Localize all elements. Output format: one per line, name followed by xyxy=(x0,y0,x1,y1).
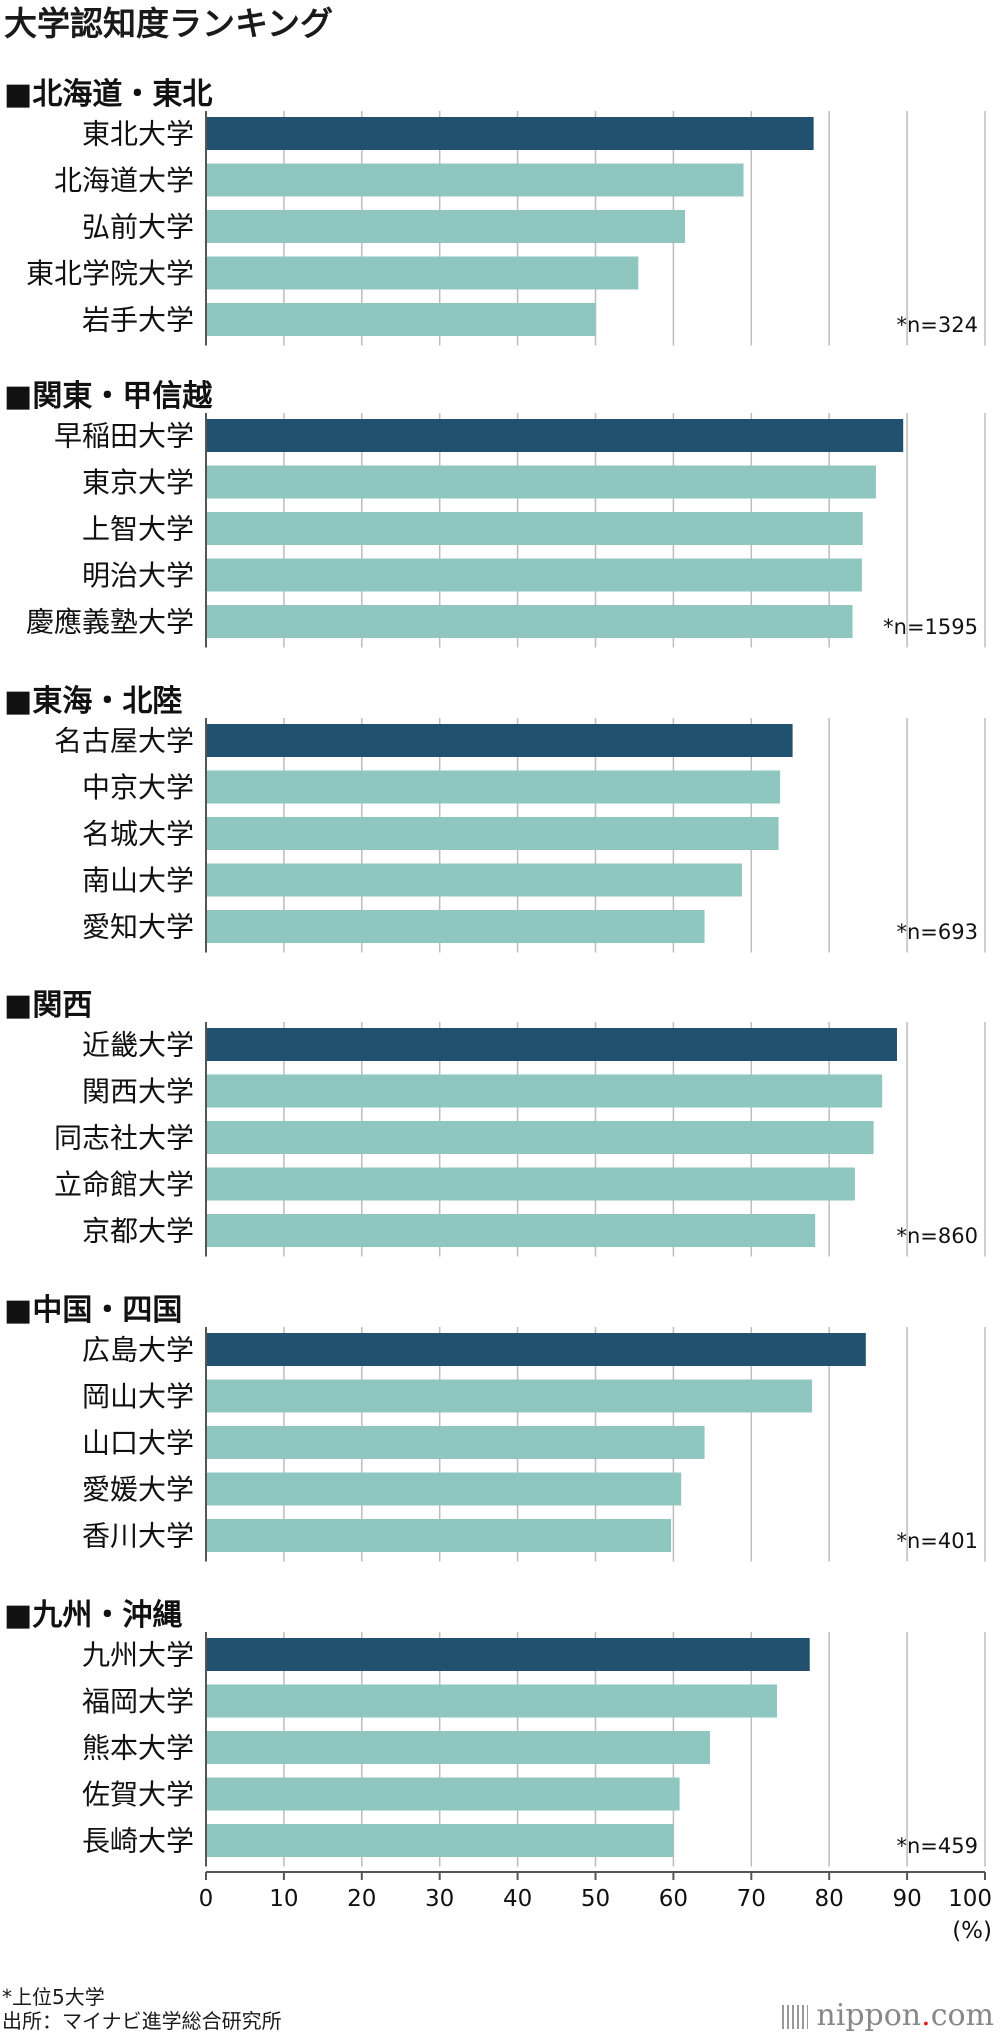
bar-5-1 xyxy=(206,1684,778,1718)
x-tick-label: 50 xyxy=(581,1886,610,1912)
bar-5-2 xyxy=(206,1731,711,1764)
bar-4-0 xyxy=(206,1333,866,1366)
university-label: 中京大学 xyxy=(82,771,194,804)
university-label: 岡山大学 xyxy=(82,1380,194,1413)
sample-size-label: *n=693 xyxy=(897,920,979,944)
bar-2-2 xyxy=(206,817,779,850)
university-label: 東京大学 xyxy=(82,466,194,499)
university-label: 広島大学 xyxy=(82,1334,194,1367)
university-label: 関西大学 xyxy=(82,1075,194,1108)
region-title: ■北海道・東北 xyxy=(4,77,212,112)
nippon-logo: nippon.com xyxy=(782,1998,994,2033)
region-title: ■東海・北陸 xyxy=(4,684,182,719)
university-label: 山口大学 xyxy=(82,1427,194,1460)
bar-0-1 xyxy=(206,163,744,197)
university-label: 東北大学 xyxy=(82,118,194,151)
university-label: 熊本大学 xyxy=(82,1732,194,1765)
logo-dot: . xyxy=(921,1998,931,2033)
bar-1-1 xyxy=(206,465,876,499)
x-tick-label: 60 xyxy=(659,1886,688,1912)
bar-3-2 xyxy=(206,1121,874,1154)
x-tick-label: 90 xyxy=(892,1886,921,1912)
university-label: 香川大学 xyxy=(82,1520,194,1553)
bar-3-0 xyxy=(206,1028,897,1061)
bar-2-3 xyxy=(206,863,742,897)
bar-5-0 xyxy=(206,1638,810,1671)
bar-0-0 xyxy=(206,117,814,150)
x-tick-label: 40 xyxy=(503,1886,532,1912)
university-label: 九州大学 xyxy=(82,1639,194,1672)
university-label: 慶應義塾大学 xyxy=(26,606,194,639)
bar-4-4 xyxy=(206,1519,672,1552)
bar-4-2 xyxy=(206,1426,705,1459)
bar-3-4 xyxy=(206,1214,816,1247)
region-title: ■関西 xyxy=(4,988,92,1023)
region-title: ■中国・四国 xyxy=(4,1293,182,1328)
bar-1-4 xyxy=(206,605,853,638)
x-axis-unit: (%) xyxy=(952,1918,992,1944)
chart-title: 大学認知度ランキング xyxy=(4,4,334,43)
university-label: 南山大学 xyxy=(82,864,194,897)
university-label: 愛媛大学 xyxy=(82,1473,194,1506)
university-label: 近畿大学 xyxy=(82,1029,194,1062)
bar-1-0 xyxy=(206,419,904,452)
bar-1-3 xyxy=(206,558,862,592)
bar-2-0 xyxy=(206,724,793,757)
bar-5-4 xyxy=(206,1824,674,1857)
bar-0-3 xyxy=(206,256,639,290)
bar-0-2 xyxy=(206,210,686,243)
logo-suffix: com xyxy=(930,1998,994,2033)
region-title: ■九州・沖縄 xyxy=(4,1598,182,1633)
footnote: *上位5大学 出所：マイナビ進学総合研究所 xyxy=(2,1985,282,2033)
university-label: 名古屋大学 xyxy=(54,725,194,758)
bar-4-1 xyxy=(206,1379,813,1413)
sample-size-label: *n=1595 xyxy=(883,615,978,639)
university-label: 長崎大学 xyxy=(82,1825,194,1858)
footnote-source: 出所：マイナビ進学総合研究所 xyxy=(2,2009,282,2033)
university-label: 岩手大学 xyxy=(82,304,194,337)
x-tick-label: 0 xyxy=(199,1886,214,1912)
region-title: ■関東・甲信越 xyxy=(4,379,213,414)
logo-text: nippon xyxy=(816,1998,922,2033)
bar-5-3 xyxy=(206,1777,680,1811)
university-label: 上智大学 xyxy=(82,513,194,546)
bar-4-3 xyxy=(206,1472,682,1506)
university-label: 福岡大学 xyxy=(82,1685,194,1718)
logo-mark-icon xyxy=(782,2005,809,2029)
university-label: 名城大学 xyxy=(82,818,194,851)
sample-size-label: *n=324 xyxy=(897,313,979,337)
x-tick-label: 100 xyxy=(948,1886,992,1912)
x-tick-label: 70 xyxy=(737,1886,766,1912)
sample-size-label: *n=459 xyxy=(897,1834,979,1858)
footnote-top5: *上位5大学 xyxy=(2,1985,105,2009)
university-label: 早稲田大学 xyxy=(54,420,194,453)
university-label: 愛知大学 xyxy=(82,911,194,944)
university-label: 佐賀大学 xyxy=(82,1778,194,1811)
x-tick-label: 80 xyxy=(815,1886,844,1912)
university-label: 東北学院大学 xyxy=(26,257,194,290)
university-label: 京都大学 xyxy=(82,1215,194,1248)
bar-0-4 xyxy=(206,303,596,336)
university-label: 明治大学 xyxy=(82,559,194,592)
x-tick-label: 10 xyxy=(269,1886,298,1912)
bar-1-2 xyxy=(206,512,863,545)
university-label: 弘前大学 xyxy=(82,211,194,244)
sample-size-label: *n=860 xyxy=(897,1224,979,1248)
university-label: 立命館大学 xyxy=(54,1168,194,1201)
university-label: 同志社大学 xyxy=(54,1122,194,1155)
sample-size-label: *n=401 xyxy=(897,1529,979,1553)
university-label: 北海道大学 xyxy=(54,164,194,197)
bar-3-1 xyxy=(206,1074,883,1108)
x-tick-label: 20 xyxy=(347,1886,376,1912)
bar-2-1 xyxy=(206,770,781,804)
bar-2-4 xyxy=(206,910,705,943)
bar-3-3 xyxy=(206,1167,855,1201)
x-tick-label: 30 xyxy=(425,1886,454,1912)
